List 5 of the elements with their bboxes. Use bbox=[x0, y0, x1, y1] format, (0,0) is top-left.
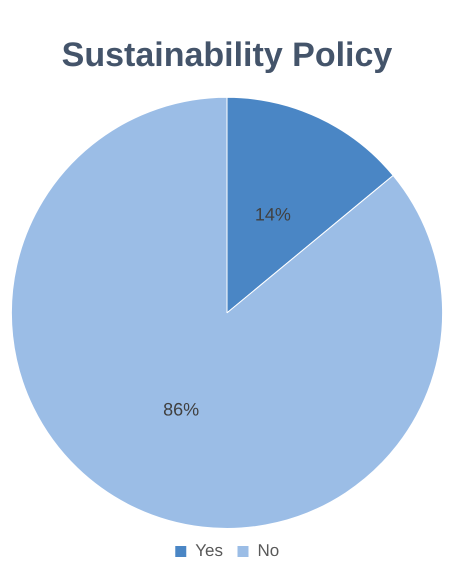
data-label: 86% bbox=[163, 399, 200, 420]
legend-label: Yes bbox=[195, 541, 223, 560]
data-label: 14% bbox=[254, 204, 291, 224]
chart-title: Sustainability Policy bbox=[62, 36, 392, 74]
legend-label: No bbox=[258, 541, 280, 560]
